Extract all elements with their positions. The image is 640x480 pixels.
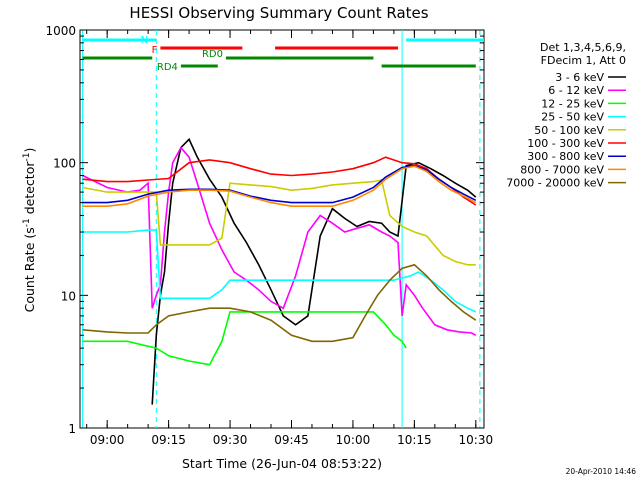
x-tick-label-4: 09:45 <box>274 433 309 447</box>
legend-label-2: 6 - 12 keV <box>548 84 604 97</box>
y-tick-label-1: 1 <box>68 422 76 436</box>
y-tick-label-4: 1000 <box>45 24 76 38</box>
series-line-5 <box>82 179 476 266</box>
vertical-markers <box>82 30 481 428</box>
legend-label-9: 7000 - 20000 keV <box>506 177 604 190</box>
x-tick-label-7: 10:30 <box>459 433 494 447</box>
x-tick-label-3: 09:30 <box>213 433 248 447</box>
series-line-3 <box>82 311 407 366</box>
date-stamp: 20-Apr-2010 14:46 <box>566 467 637 476</box>
x-tick-label-1: 09:00 <box>90 433 125 447</box>
y-tick-label-2: 10 <box>61 289 76 303</box>
legend-label-1: 3 - 6 keV <box>555 71 604 84</box>
series-line-2 <box>82 146 477 336</box>
flag-bars: NF RD0 RD4 <box>82 35 484 73</box>
series-line-1 <box>151 137 477 405</box>
legend-header-line-1: Det 1,3,4,5,6,9, <box>540 41 626 54</box>
y-tick-label-3: 100 <box>53 157 76 171</box>
x-axis-label: Start Time (26-Jun-04 08:53:22) <box>182 456 382 471</box>
x-axis: 09:00 09:15 09:30 09:45 10:00 10:15 10:30 <box>86 30 494 447</box>
y-axis: 1 10 100 1000 <box>45 24 484 436</box>
x-tick-label-6: 10:15 <box>397 433 432 447</box>
series-line-9 <box>82 263 477 343</box>
legend-header-line-2: FDecim 1, Att 0 <box>541 54 626 67</box>
legend-label-4: 25 - 50 keV <box>541 111 604 124</box>
flag-label-f: F <box>152 45 158 56</box>
plot-frame <box>79 29 485 429</box>
legend-label-5: 50 - 100 keV <box>534 124 604 137</box>
legend: Det 1,3,4,5,6,9, FDecim 1, Att 0 3 - 6 k… <box>506 41 626 190</box>
series-layer <box>82 137 477 405</box>
legend-label-7: 300 - 800 keV <box>527 150 604 163</box>
x-tick-label-5: 10:00 <box>336 433 371 447</box>
legend-label-8: 800 - 7000 keV <box>520 163 604 176</box>
flag-label-rd4: RD4 <box>157 62 178 73</box>
legend-label-6: 100 - 300 keV <box>527 137 604 150</box>
series-line-8 <box>82 165 477 207</box>
series-line-7 <box>82 164 477 204</box>
y-axis-label: Count Rate (s-1 detector-1) <box>22 148 37 313</box>
legend-label-3: 12 - 25 keV <box>541 97 604 110</box>
flag-label-rd0: RD0 <box>202 49 223 60</box>
series-line-4 <box>82 229 477 313</box>
chart-title: HESSI Observing Summary Count Rates <box>129 4 428 22</box>
x-tick-label-2: 09:15 <box>151 433 186 447</box>
flag-label-n: N <box>141 35 148 46</box>
